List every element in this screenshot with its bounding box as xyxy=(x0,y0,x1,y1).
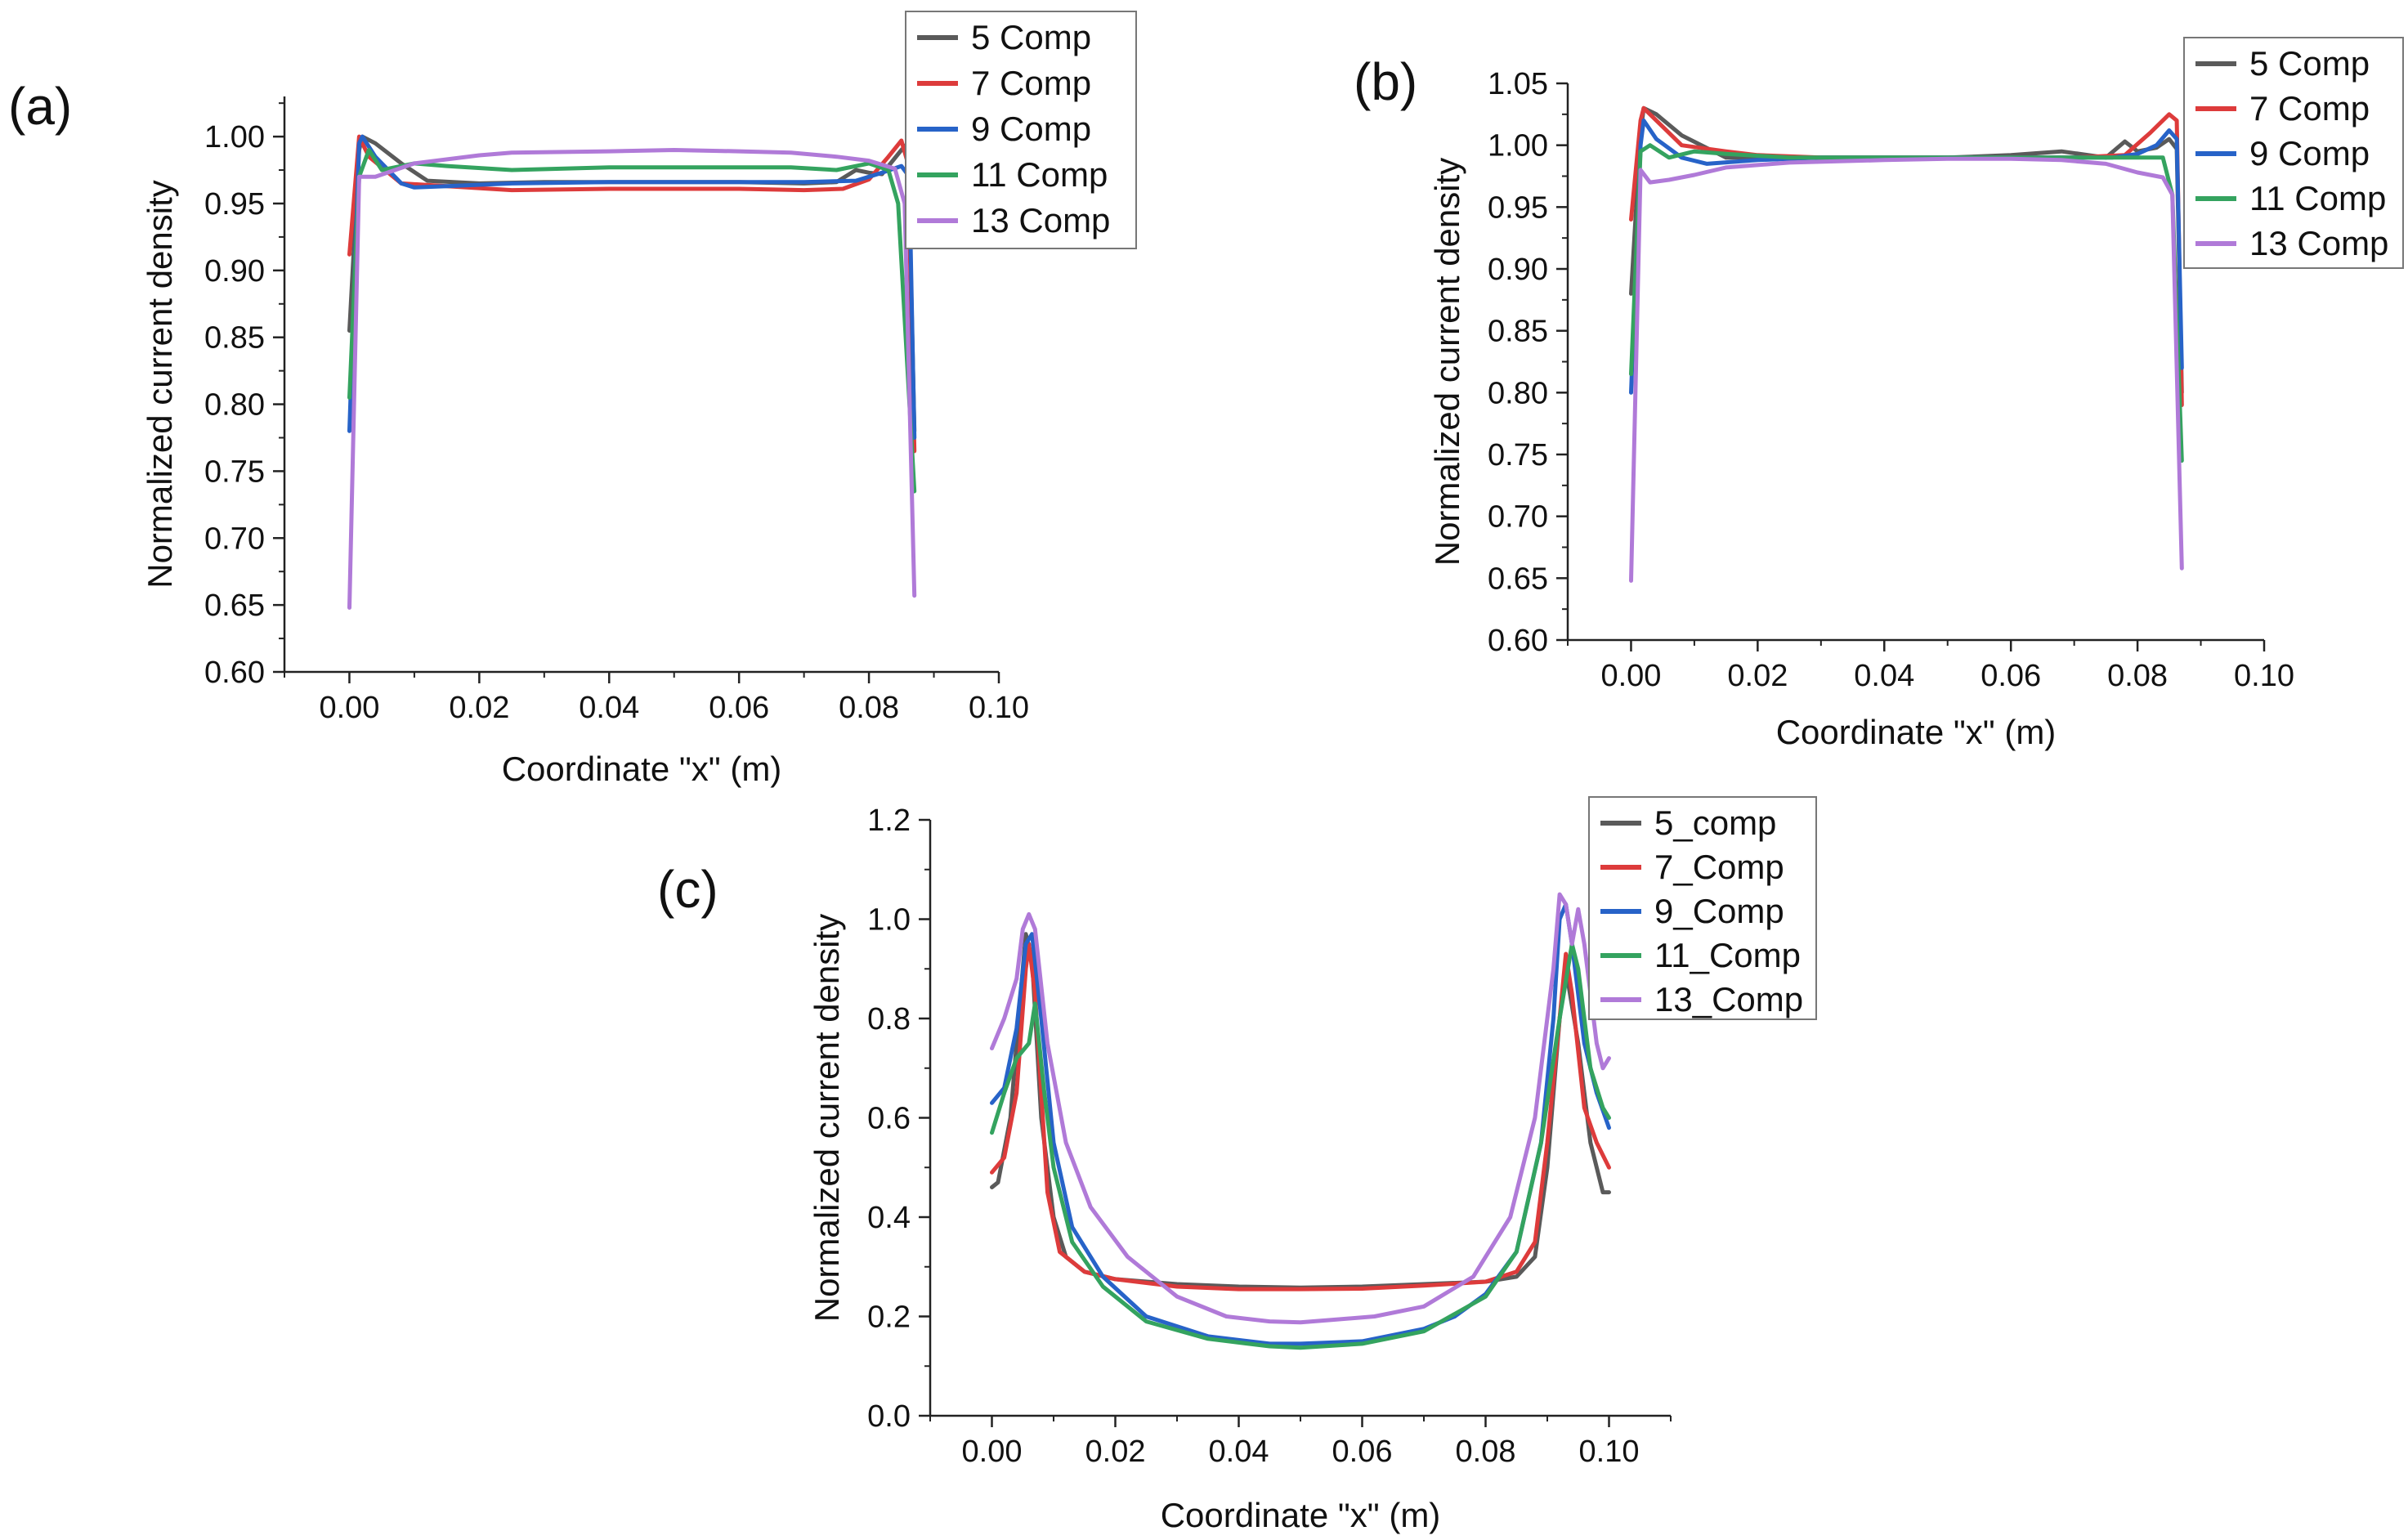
x-tick-label: 0.10 xyxy=(1579,1435,1640,1469)
y-tick-label: 0.70 xyxy=(1488,500,1548,535)
x-tick-label: 0.00 xyxy=(1600,659,1661,693)
legend: 5 Comp 7 Comp 9 Comp 11 Comp 13 Comp xyxy=(905,11,1137,249)
y-tick-label: 0.65 xyxy=(204,589,265,623)
legend-label: 13 Comp xyxy=(2249,224,2388,262)
y-tick-label: 0.85 xyxy=(204,321,265,356)
x-tick-label: 0.10 xyxy=(2234,659,2294,693)
x-tick-label: 0.00 xyxy=(319,691,379,725)
legend-label: 11 Comp xyxy=(971,155,1108,194)
legend-label: 9_Comp xyxy=(1654,892,1784,930)
x-tick-label: 0.02 xyxy=(1727,659,1788,693)
panel-label: (b) xyxy=(1354,52,1417,111)
legend-label: 9 Comp xyxy=(2249,134,2370,172)
x-tick-label: 0.02 xyxy=(1085,1435,1146,1469)
y-tick-label: 1.00 xyxy=(1488,129,1548,163)
y-tick-label: 0.65 xyxy=(1488,562,1548,596)
x-tick-label: 0.10 xyxy=(969,691,1029,725)
legend: 5_comp 7_Comp 9_Comp 11_Comp 13_Comp xyxy=(1588,796,1817,1020)
legend-label: 7 Comp xyxy=(2249,89,2370,128)
y-tick-label: 0.75 xyxy=(1488,438,1548,472)
y-tick-label: 1.0 xyxy=(867,903,911,938)
y-axis-title: Normalized current density xyxy=(1428,158,1466,566)
series-line-13-comp xyxy=(347,148,917,610)
y-tick-label: 0.60 xyxy=(1488,624,1548,658)
legend-label: 9 Comp xyxy=(971,110,1091,148)
y-tick-label: 0.2 xyxy=(867,1300,911,1335)
x-axis-title: Coordinate "x" (m) xyxy=(1776,713,2057,751)
chart-panel-2: (c) 0.0 0.2 0.4 0.6 0.8 1.0 1.2 0.00 0.02 0.04 0.06… xyxy=(657,796,1817,1534)
legend-label: 13_Comp xyxy=(1654,980,1803,1018)
y-tick-label: 0.85 xyxy=(1488,315,1548,349)
series-line-13-comp xyxy=(1629,156,2184,583)
legend: 5 Comp 7 Comp 9 Comp 11 Comp 13 Comp xyxy=(2183,37,2404,269)
legend-label: 5 Comp xyxy=(971,18,1091,56)
legend-label: 11 Comp xyxy=(2249,179,2386,217)
y-axis-title: Normalized current density xyxy=(808,914,846,1323)
y-tick-label: 0.8 xyxy=(867,1002,911,1036)
series-line-11-comp xyxy=(1629,143,2184,463)
x-axis-title: Coordinate "x" (m) xyxy=(502,750,782,788)
series-line-13_comp xyxy=(990,892,1611,1325)
series-line-7_comp xyxy=(990,942,1611,1292)
y-tick-label: 1.2 xyxy=(867,804,911,838)
x-tick-label: 0.00 xyxy=(962,1435,1023,1469)
y-tick-label: 0.4 xyxy=(867,1201,911,1235)
series-line-11_comp xyxy=(990,942,1611,1350)
x-tick-label: 0.08 xyxy=(2107,659,2168,693)
x-tick-label: 0.08 xyxy=(839,691,899,725)
panel-label: (a) xyxy=(8,77,72,136)
x-tick-label: 0.04 xyxy=(579,691,639,725)
legend-label: 11_Comp xyxy=(1654,936,1801,974)
x-tick-label: 0.02 xyxy=(449,691,509,725)
y-tick-label: 0.80 xyxy=(1488,376,1548,410)
y-tick-label: 0.75 xyxy=(204,454,265,489)
y-tick-label: 0.0 xyxy=(867,1399,911,1434)
x-tick-label: 0.08 xyxy=(1456,1435,1516,1469)
legend-label: 5 Comp xyxy=(2249,44,2370,83)
y-axis-title: Normalized current density xyxy=(141,180,179,589)
legend-label: 7_Comp xyxy=(1654,848,1784,886)
y-tick-label: 0.95 xyxy=(204,187,265,222)
series-line-11-comp xyxy=(347,148,917,494)
legend-label: 5_comp xyxy=(1654,804,1776,842)
y-tick-label: 0.70 xyxy=(204,522,265,556)
y-tick-label: 1.00 xyxy=(204,120,265,154)
x-tick-label: 0.04 xyxy=(1209,1435,1269,1469)
y-tick-label: 0.6 xyxy=(867,1102,911,1136)
y-tick-label: 0.95 xyxy=(1488,190,1548,225)
legend-label: 7 Comp xyxy=(971,64,1091,102)
chart-panel-1: (b) 0.60 0.65 0.70 0.75 0.80 0.85 0.90 0.95 1.00 1… xyxy=(1354,37,2404,751)
series-line-5_comp xyxy=(990,932,1611,1290)
y-tick-label: 0.60 xyxy=(204,656,265,690)
x-tick-label: 0.06 xyxy=(1981,659,2041,693)
legend-label: 13 Comp xyxy=(971,201,1110,240)
x-tick-label: 0.06 xyxy=(1332,1435,1393,1469)
legend-box xyxy=(1588,796,1817,1020)
y-tick-label: 0.90 xyxy=(1488,253,1548,287)
y-tick-label: 1.05 xyxy=(1488,67,1548,101)
x-tick-label: 0.04 xyxy=(1854,659,1914,693)
y-tick-label: 0.80 xyxy=(204,388,265,423)
chart-panel-0: (a) 0.60 0.65 0.70 0.75 0.80 0.85 0.90 0.95 1.00 0… xyxy=(8,11,1137,788)
x-axis-title: Coordinate "x" (m) xyxy=(1161,1496,1441,1534)
x-tick-label: 0.06 xyxy=(709,691,769,725)
panel-label: (c) xyxy=(657,860,718,919)
y-tick-label: 0.90 xyxy=(204,254,265,289)
